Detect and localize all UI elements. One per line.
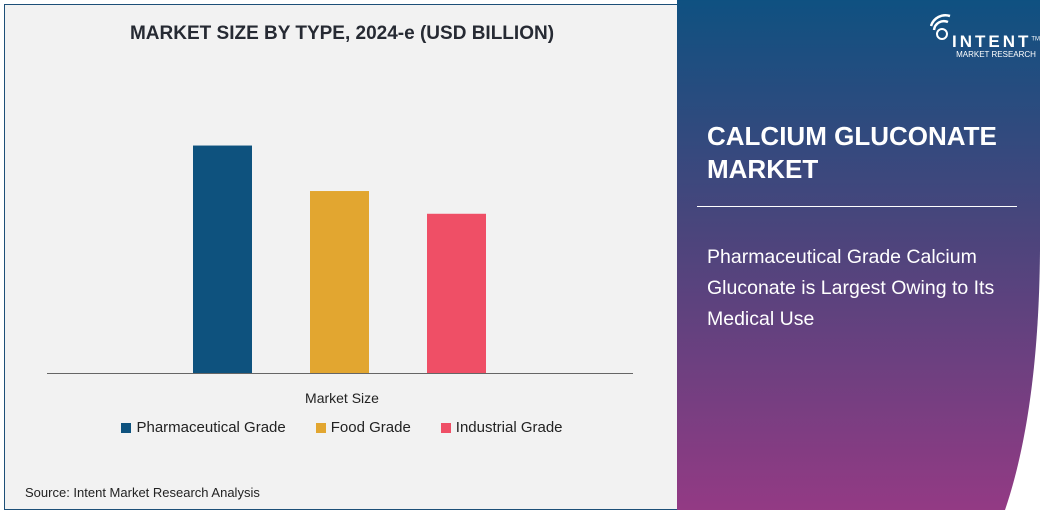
chart-panel: MARKET SIZE BY TYPE, 2024-e (USD BILLION… <box>4 4 678 510</box>
signal-icon <box>930 14 951 40</box>
panel-background <box>677 0 1040 510</box>
brand-logo: INTENTTM MARKET RESEARCH <box>930 12 1040 59</box>
bar-food-grade <box>310 191 369 373</box>
bar-industrial-grade <box>427 213 486 373</box>
source-note: Source: Intent Market Research Analysis <box>25 485 260 500</box>
legend-label: Pharmaceutical Grade <box>136 419 286 436</box>
legend: Pharmaceutical Grade Food Grade Industri… <box>5 419 679 436</box>
x-axis-label: Market Size <box>305 390 379 406</box>
legend-swatch <box>440 422 451 433</box>
report-subtitle: Pharmaceutical Grade Calcium Gluconate i… <box>707 246 995 330</box>
info-panel <box>677 0 1043 513</box>
chart-title: MARKET SIZE BY TYPE, 2024-e (USD BILLION… <box>129 23 555 44</box>
divider <box>697 206 1017 207</box>
legend-label: Food Grade <box>330 419 411 436</box>
legend-swatch <box>315 422 326 433</box>
bar-pharmaceutical-grade <box>193 145 252 373</box>
legend-item-food: Food Grade <box>315 419 411 436</box>
legend-item-industrial: Industrial Grade <box>440 419 563 436</box>
brand-tm: TM <box>1031 36 1041 43</box>
brand-name: INTENT <box>952 32 1032 51</box>
legend-swatch <box>121 422 132 433</box>
brand-sub: MARKET RESEARCH <box>956 50 1036 59</box>
report-title: CALCIUM GLUCONATE MARKET <box>707 121 997 184</box>
bar-chart <box>47 145 633 374</box>
legend-item-pharmaceutical: Pharmaceutical Grade <box>121 419 286 436</box>
legend-label: Industrial Grade <box>455 419 563 436</box>
